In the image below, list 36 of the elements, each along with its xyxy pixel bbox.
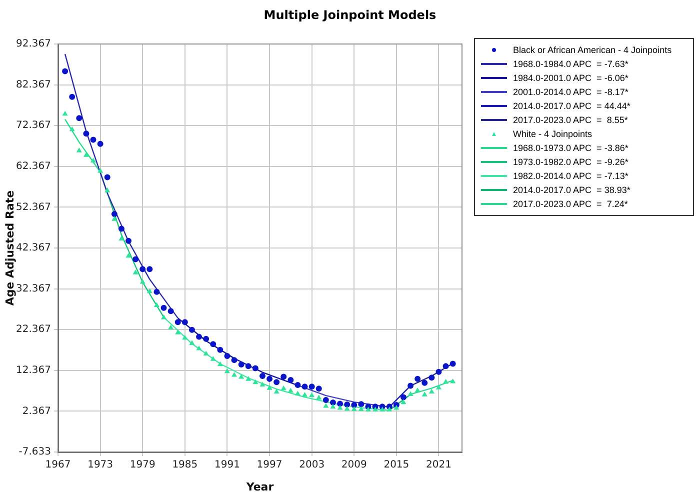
y-tick-label: 32.367 — [16, 283, 51, 294]
legend-label: 2014.0-2017.0 APC = 44.44* — [513, 101, 630, 111]
y-tick-label: 42.367 — [16, 242, 51, 254]
legend-label: 2017.0-2023.0 APC = 7.24* — [513, 199, 628, 209]
y-tick-label: -7.633 — [18, 446, 51, 458]
x-tick-label: 1985 — [172, 460, 198, 471]
legend-label: Black or African American - 4 Joinpoints — [513, 45, 672, 55]
legend-label: 1973.0-1982.0 APC = -9.26* — [513, 157, 628, 167]
x-tick-label: 2009 — [341, 460, 367, 471]
y-tick-label: 22.367 — [16, 324, 51, 336]
x-tick-label: 2015 — [384, 460, 410, 471]
legend-label: 2014.0-2017.0 APC = 38.93* — [513, 185, 630, 195]
x-tick-label: 2003 — [299, 460, 325, 471]
y-tick-label: 92.367 — [16, 38, 51, 50]
chart-title: Multiple Joinpoint Models — [262, 8, 438, 22]
x-tick-label: 2021 — [426, 460, 452, 471]
legend-label: 1982.0-2014.0 APC = -7.13* — [513, 171, 628, 181]
y-axis-title: Age Adjusted Rate — [3, 190, 16, 306]
x-tick-label: 1991 — [214, 460, 240, 471]
x-tick-label: 1973 — [88, 460, 114, 471]
legend-label: White - 4 Joinpoints — [513, 129, 592, 139]
legend-label: 1968.0-1984.0 APC = -7.63* — [513, 59, 628, 69]
legend-label: 2017.0-2023.0 APC = 8.55* — [513, 115, 628, 125]
legend-label: 1984.0-2001.0 APC = -6.06* — [513, 73, 628, 83]
y-tick-label: 82.367 — [16, 79, 51, 90]
y-tick-label: 2.367 — [22, 406, 51, 417]
legend-label: 2001.0-2014.0 APC = -8.17* — [513, 87, 628, 97]
y-tick-label: 12.367 — [16, 364, 51, 376]
legend-label: 1968.0-1973.0 APC = -3.86* — [513, 143, 628, 153]
x-tick-label: 1997 — [256, 460, 282, 471]
y-tick-label: 62.367 — [16, 160, 51, 172]
y-tick-label: 72.367 — [16, 120, 51, 132]
x-axis-title: Year — [245, 480, 274, 494]
x-tick-label: 1979 — [130, 460, 156, 471]
y-tick-label: 52.367 — [16, 202, 51, 213]
x-tick-label: 1967 — [45, 460, 71, 471]
